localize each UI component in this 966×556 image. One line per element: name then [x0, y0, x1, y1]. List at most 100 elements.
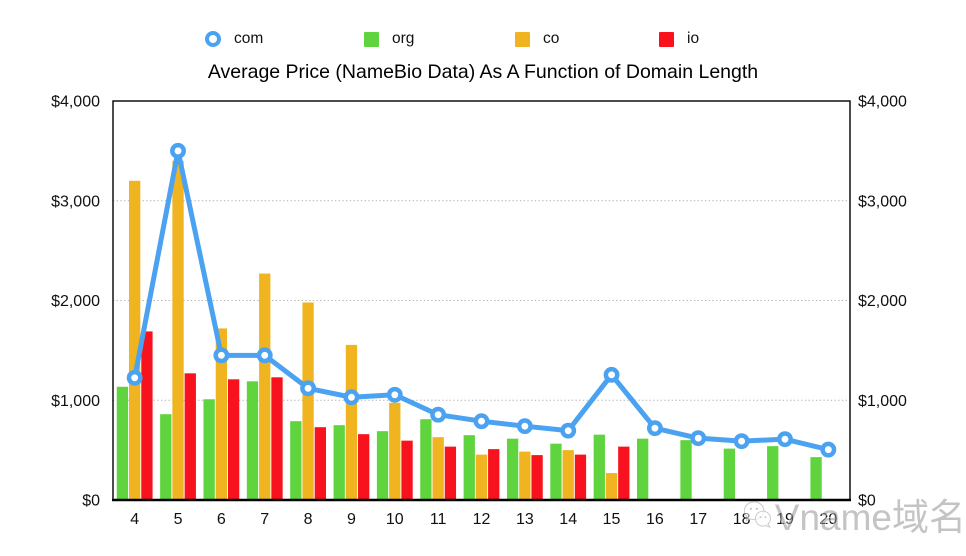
bar-org-13 [506, 438, 519, 500]
bar-co-4 [129, 180, 141, 501]
bar-org-10 [376, 431, 389, 500]
bar-co-12 [475, 454, 488, 500]
x-axis-label-8: 8 [304, 511, 313, 528]
y-axis-label-left-2000: $2,000 [51, 293, 100, 310]
bar-org-15 [593, 434, 605, 500]
bar-org-4 [116, 386, 129, 500]
bar-org-12 [463, 435, 475, 500]
bar-io-15 [618, 446, 630, 500]
co-swatch [515, 31, 530, 47]
bar-co-14 [562, 450, 574, 500]
com-marker-15 [603, 366, 620, 383]
com-marker-16 [646, 420, 663, 437]
x-axis-label-11: 11 [430, 511, 447, 528]
y-axis-label-right-3000: $3,000 [858, 193, 907, 210]
x-axis-label-13: 13 [516, 511, 534, 528]
bar-io-9 [358, 434, 370, 500]
x-axis-label-17: 17 [689, 511, 707, 528]
com-marker-19 [777, 431, 793, 448]
com-marker-13 [516, 418, 533, 435]
bar-io-14 [574, 454, 587, 500]
bar-co-6 [215, 328, 228, 500]
x-axis-label-12: 12 [473, 511, 491, 528]
legend-item-co: co [515, 29, 559, 49]
x-axis-label-14: 14 [559, 511, 577, 528]
x-axis-label-19: 19 [776, 511, 794, 528]
y-axis-label-right-2000: $2,000 [858, 293, 907, 310]
bar-org-16 [637, 438, 649, 500]
org-swatch [364, 31, 379, 47]
com-marker-10 [386, 386, 403, 403]
com-marker-4 [126, 369, 143, 386]
com-marker-5 [170, 142, 186, 159]
bar-io-6 [227, 379, 240, 500]
y-axis-label-left-1000: $1,000 [51, 393, 100, 410]
bar-org-9 [333, 425, 345, 500]
com-marker-7 [256, 347, 273, 364]
bar-io-11 [444, 446, 457, 500]
com-line-marker-swatch [205, 31, 221, 47]
legend-item-com: com [205, 29, 263, 49]
x-axis-label-5: 5 [174, 511, 183, 528]
com-marker-17 [690, 430, 707, 447]
x-axis-label-9: 9 [347, 511, 356, 528]
chart-title: Average Price (NameBio Data) As A Functi… [207, 61, 759, 83]
y-axis-label-right-4000: $4,000 [858, 94, 907, 111]
legend-label-io: io [687, 30, 700, 47]
com-marker-8 [300, 380, 317, 397]
legend-label-co: co [543, 30, 560, 47]
com-marker-6 [213, 347, 230, 364]
bar-co-15 [605, 473, 618, 500]
bar-io-7 [271, 377, 283, 500]
y-axis-label-right-0: $0 [858, 493, 876, 510]
legend-label-com: com [234, 30, 264, 47]
bar-org-14 [550, 443, 562, 500]
bar-org-11 [420, 419, 432, 500]
bar-org-17 [680, 440, 692, 500]
bar-co-9 [345, 344, 358, 500]
bar-co-11 [432, 437, 444, 500]
bar-org-8 [290, 421, 302, 500]
bar-io-5 [184, 373, 196, 500]
x-axis-label-20: 20 [819, 511, 837, 528]
io-swatch [659, 31, 674, 47]
bar-org-18 [723, 448, 736, 500]
com-marker-12 [473, 413, 490, 430]
x-axis-label-18: 18 [733, 511, 751, 528]
com-marker-11 [430, 406, 447, 423]
bar-io-8 [314, 427, 326, 500]
bar-org-20 [810, 457, 822, 500]
bar-co-13 [519, 451, 531, 500]
y-axis-label-left-3000: $3,000 [51, 193, 100, 210]
x-axis-label-4: 4 [130, 511, 139, 528]
x-axis-label-16: 16 [646, 511, 664, 528]
x-axis-label-15: 15 [603, 511, 621, 528]
com-marker-14 [560, 422, 577, 439]
com-marker-18 [733, 433, 750, 450]
legend-label-org: org [392, 30, 415, 47]
bar-co-7 [259, 273, 271, 500]
bar-io-12 [488, 449, 500, 500]
x-axis-label-10: 10 [386, 511, 404, 528]
bar-io-4 [141, 331, 153, 500]
legend-item-io: io [659, 29, 699, 49]
bar-org-19 [767, 446, 779, 500]
legend-item-org: org [364, 29, 414, 49]
bar-io-10 [401, 440, 413, 500]
x-axis-label-7: 7 [260, 511, 269, 528]
y-axis-label-right-1000: $1,000 [858, 393, 907, 410]
bar-co-5 [172, 160, 184, 500]
bar-org-7 [246, 381, 259, 500]
com-marker-9 [343, 389, 360, 406]
bar-org-5 [160, 414, 172, 500]
bar-co-10 [389, 402, 401, 500]
bar-io-13 [531, 455, 543, 500]
y-axis-label-left-0: $0 [82, 493, 100, 510]
bar-co-8 [302, 302, 314, 500]
y-axis-label-left-4000: $4,000 [51, 94, 100, 111]
com-marker-20 [820, 441, 837, 458]
bar-org-6 [203, 399, 215, 500]
x-axis-label-6: 6 [217, 511, 226, 528]
